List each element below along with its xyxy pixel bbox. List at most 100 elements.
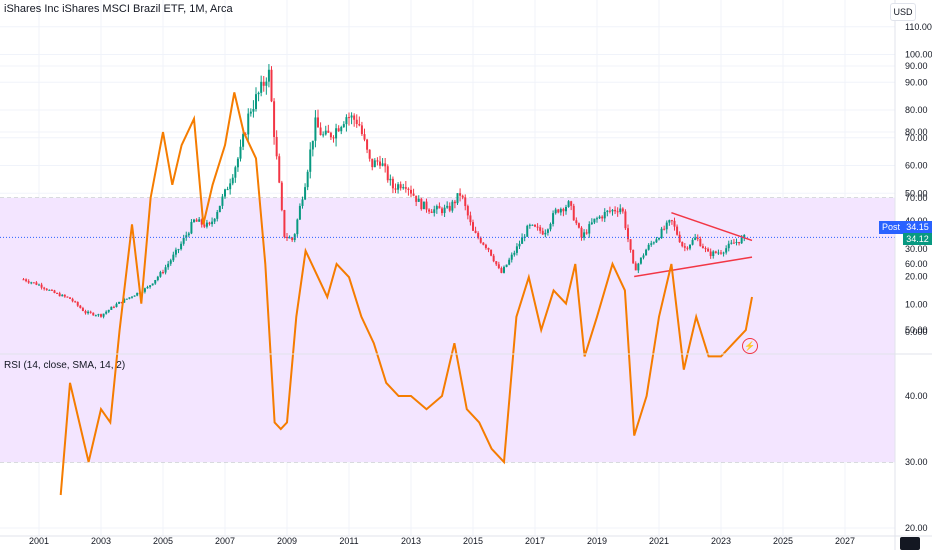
candle-body	[508, 259, 511, 265]
candle-body	[221, 196, 224, 206]
x-tick-label: 2005	[153, 536, 173, 546]
candle-body	[505, 264, 508, 267]
candle-body	[614, 209, 617, 212]
rsi-tick-label: 40.00	[905, 391, 928, 401]
candle-body	[660, 228, 663, 239]
candle-body	[50, 289, 53, 291]
candle-body	[598, 216, 601, 219]
price-tick-label: 90.00	[905, 77, 928, 87]
rsi-indicator-title[interactable]: RSI (14, close, SMA, 14, 2)	[4, 360, 126, 371]
currency-button[interactable]: USD	[890, 3, 916, 21]
price-tick-label: 110.00	[905, 22, 932, 32]
candle-body	[40, 284, 43, 288]
candle-body	[182, 237, 185, 244]
candle-body	[639, 257, 642, 264]
candle-body	[260, 81, 263, 93]
candle-body	[389, 178, 392, 181]
candle-body	[180, 243, 183, 250]
candle-body	[143, 288, 146, 292]
candle-body	[704, 248, 707, 250]
candle-body	[608, 210, 611, 212]
candle-body	[575, 220, 578, 224]
price-tick-label: 0.000	[905, 327, 928, 337]
candle-body	[146, 286, 149, 289]
candle-body	[735, 241, 738, 243]
post-label: Post	[879, 221, 903, 234]
candle-body	[593, 218, 596, 223]
candle-body	[218, 205, 221, 213]
candle-body	[696, 237, 699, 239]
candle-body	[549, 223, 552, 230]
candle-body	[97, 314, 100, 316]
candle-body	[743, 235, 746, 238]
alert-bolt-icon[interactable]: ⚡	[742, 338, 758, 354]
candle-body	[601, 216, 604, 219]
candle-body	[280, 182, 283, 211]
candle-body	[229, 183, 232, 190]
candle-body	[71, 298, 74, 302]
candle-body	[386, 166, 389, 181]
candle-body	[249, 111, 252, 114]
candle-body	[544, 232, 547, 235]
candle-body	[38, 284, 40, 286]
candle-body	[580, 227, 583, 238]
candle-body	[118, 301, 121, 304]
candle-body	[239, 146, 242, 159]
candle-body	[497, 264, 500, 269]
candle-body	[353, 115, 356, 120]
candle-body	[198, 219, 201, 222]
candle-body	[461, 195, 464, 198]
candle-body	[585, 232, 588, 234]
candle-body	[309, 149, 312, 172]
x-tick-label: 2013	[401, 536, 421, 546]
candle-body	[76, 302, 79, 306]
candle-body	[288, 237, 291, 239]
candle-body	[541, 230, 544, 235]
rsi-tick-label: 50.00	[905, 325, 928, 335]
candle-body	[45, 288, 48, 290]
candle-body	[123, 299, 126, 303]
candle-body	[298, 205, 301, 220]
candle-body	[87, 311, 90, 314]
candle-body	[278, 156, 281, 183]
candle-body	[136, 292, 139, 296]
candle-body	[694, 237, 697, 240]
candle-body	[714, 251, 717, 253]
trendlines	[634, 211, 753, 278]
candle-body	[531, 224, 534, 226]
candle-body	[691, 239, 694, 245]
candle-body	[187, 233, 190, 236]
price-tick-label: 20.00	[905, 272, 928, 282]
candle-body	[27, 281, 30, 283]
candle-body	[699, 238, 702, 247]
candle-body	[265, 81, 268, 86]
candle-body	[337, 128, 340, 132]
candle-body	[304, 187, 307, 200]
candle-body	[464, 197, 467, 207]
price-tick-label: 30.00	[905, 244, 928, 254]
candle-body	[534, 224, 536, 227]
candle-body	[262, 81, 265, 86]
candle-body	[637, 263, 640, 271]
candle-body	[490, 249, 493, 256]
rsi-tick-label: 80.00	[905, 127, 928, 137]
candle-body	[340, 127, 343, 132]
candle-body	[267, 69, 270, 82]
candle-body	[629, 239, 632, 250]
candle-body	[720, 252, 722, 254]
candle-body	[231, 177, 234, 184]
candle-body	[286, 236, 288, 238]
candle-body	[213, 218, 216, 222]
candle-body	[203, 224, 206, 227]
candle-body	[441, 208, 443, 214]
tradingview-logo-icon	[900, 537, 920, 550]
candle-body	[94, 315, 97, 317]
candle-body	[583, 232, 586, 238]
rsi-line	[59, 92, 753, 496]
x-tick-label: 2027	[835, 536, 855, 546]
candle-body	[257, 92, 260, 95]
candle-body	[407, 188, 410, 190]
candle-body	[559, 208, 562, 213]
candle-body	[738, 241, 741, 244]
candle-body	[174, 249, 177, 255]
